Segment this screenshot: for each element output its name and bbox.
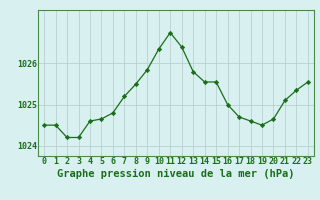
- X-axis label: Graphe pression niveau de la mer (hPa): Graphe pression niveau de la mer (hPa): [57, 169, 295, 179]
